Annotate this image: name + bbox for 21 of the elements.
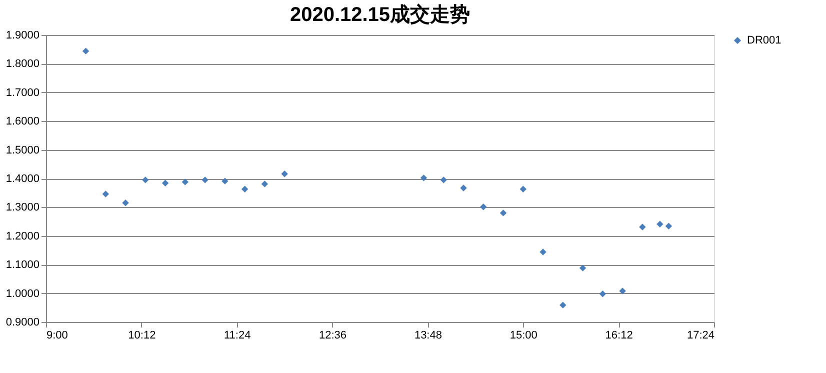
x-tick-label: 15:00 (510, 330, 538, 342)
y-tick-label: 1.4000 (6, 173, 40, 185)
y-tick-label: 1.6000 (6, 116, 40, 128)
y-tick-label: 1.2000 (6, 230, 40, 242)
y-tick-label: 1.0000 (6, 288, 40, 300)
y-tick-label: 1.1000 (6, 259, 40, 272)
y-tick-label: 1.9000 (6, 30, 40, 42)
x-tick-label: 16:12 (605, 330, 633, 342)
y-tick-label: 1.8000 (6, 58, 40, 70)
x-tick-label: 9:00 (46, 330, 68, 342)
y-tick-label: 1.5000 (6, 144, 40, 156)
y-tick-label: 1.3000 (6, 202, 40, 214)
y-tick-label: 1.7000 (6, 86, 40, 99)
chart-title: 2020.12.15成交走势 (290, 3, 470, 26)
x-tick-label: 17:24 (686, 330, 714, 342)
x-tick-label: 13:48 (414, 330, 442, 342)
y-tick-label: 0.9000 (6, 316, 40, 328)
x-tick-label: 12:36 (319, 330, 347, 342)
x-tick-label: 11:24 (224, 330, 251, 342)
legend-label: DR001 (747, 34, 782, 46)
x-tick-label: 10:12 (128, 330, 156, 342)
